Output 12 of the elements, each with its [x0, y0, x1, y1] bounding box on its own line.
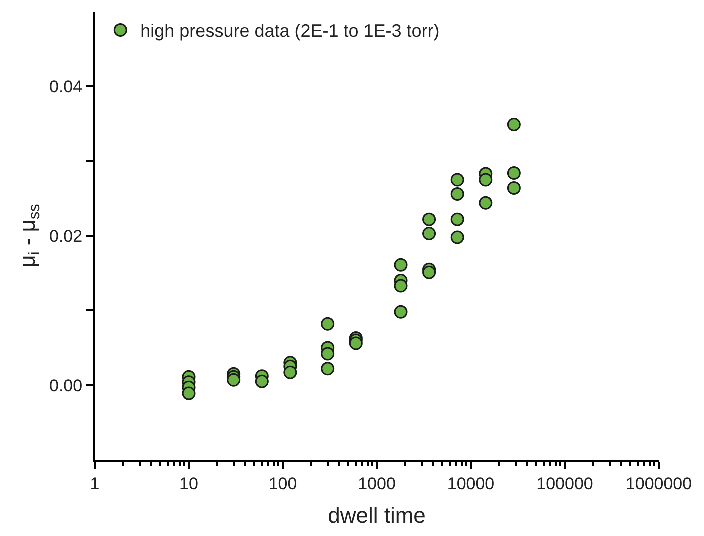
y-tick-label: 0.02 — [50, 226, 83, 246]
x-tick-label: 1000000 — [626, 474, 692, 494]
x-tick-label: 1000 — [358, 474, 396, 494]
x-tick-label: 1 — [90, 474, 100, 494]
y-tick-label: 0.04 — [50, 78, 83, 97]
legend-label: high pressure data (2E-1 to 1E-3 torr) — [140, 21, 440, 42]
y-tick-label: 0.00 — [50, 376, 83, 396]
x-tick-label: 100000 — [536, 474, 594, 494]
x-tick-label: 100 — [268, 474, 298, 494]
x-tick-label: 10000 — [447, 474, 495, 494]
x-tick-label: 10 — [180, 474, 198, 494]
x-axis-title: dwell time — [328, 502, 426, 528]
